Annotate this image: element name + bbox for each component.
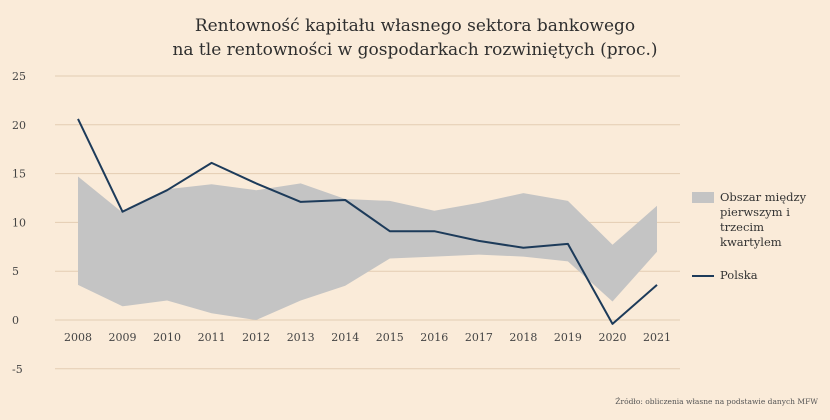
legend-polska-swatch	[692, 275, 714, 277]
x-tick-label: 2017	[465, 331, 493, 344]
polska-series-line	[77, 118, 658, 325]
y-tick-label: 0	[12, 314, 19, 327]
legend-item-polska: Polska	[692, 268, 822, 283]
gridlines	[55, 75, 680, 370]
chart-title-line-2: na tle rentowności w gospodarkach rozwin…	[172, 40, 658, 60]
legend: Obszar między pierwszym i trzecim kwarty…	[692, 190, 822, 301]
source-note: Źródło: obliczenia własne na podstawie d…	[615, 397, 818, 406]
y-tick-label: 20	[12, 119, 26, 132]
x-tick-label: 2018	[509, 331, 537, 344]
x-tick-label: 2014	[331, 331, 359, 344]
x-axis-ticks: 2008 2009 2010 2011 2012 2013 2014 2015 2016 2017…	[64, 331, 671, 344]
y-tick-label: 15	[12, 168, 26, 181]
legend-band-label-2: pierwszym i trzecim	[720, 205, 790, 234]
x-tick-label: 2012	[242, 331, 270, 344]
legend-band-label-3: kwartylem	[720, 235, 782, 249]
x-tick-label: 2008	[64, 331, 92, 344]
y-tick-label: -5	[12, 363, 23, 376]
x-tick-label: 2016	[420, 331, 448, 344]
legend-polska-label: Polska	[720, 268, 758, 282]
y-tick-label: 5	[12, 265, 19, 278]
x-tick-label: 2013	[287, 331, 315, 344]
y-tick-label: 25	[12, 70, 26, 83]
chart-title: Rentowność kapitału własnego sektora ban…	[0, 14, 830, 62]
x-tick-label: 2010	[153, 331, 181, 344]
legend-band-label-1: Obszar między	[720, 190, 807, 204]
y-tick-label: 10	[12, 216, 26, 229]
legend-item-band: Obszar między pierwszym i trzecim kwarty…	[692, 190, 822, 250]
chart-title-line-1: Rentowność kapitału własnego sektora ban…	[194, 16, 636, 36]
x-tick-label: 2015	[376, 331, 404, 344]
quartile-band-area	[78, 176, 657, 320]
x-tick-label: 2021	[643, 331, 671, 344]
y-axis-ticks: 25 20 15 10 5 0 -5	[12, 70, 26, 376]
legend-band-swatch	[692, 192, 714, 203]
x-tick-label: 2019	[554, 331, 582, 344]
x-tick-label: 2020	[598, 331, 626, 344]
x-tick-label: 2009	[109, 331, 137, 344]
x-tick-label: 2011	[198, 331, 226, 344]
